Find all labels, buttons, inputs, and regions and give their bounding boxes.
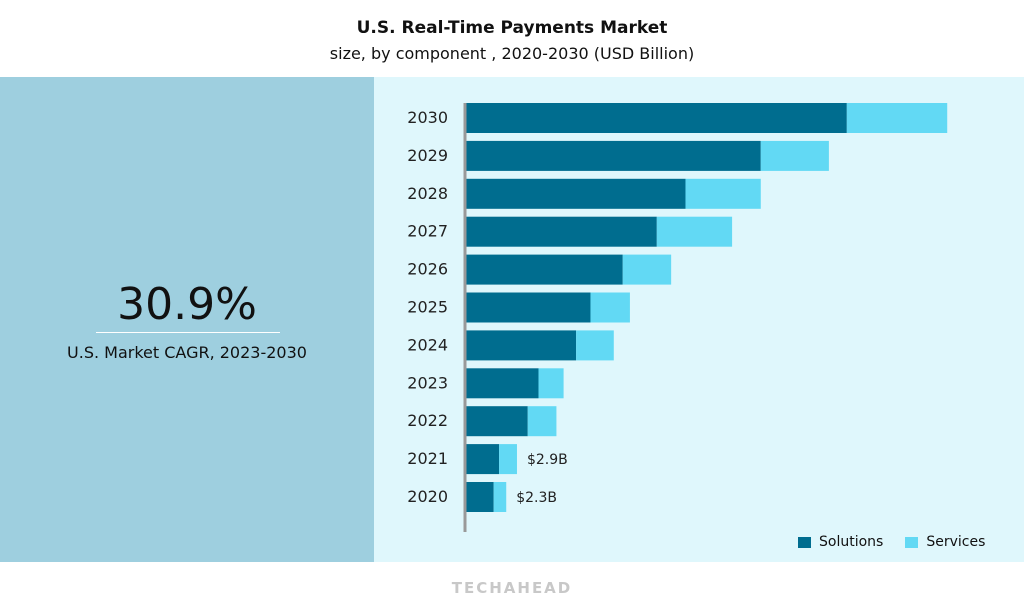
data-label: $2.9B xyxy=(527,452,568,468)
bar-chart: 2030 2029 2028 2027 2026 2025 2024 2023 2022 2021… xyxy=(407,103,948,532)
bar-solutions-2024 xyxy=(465,330,577,361)
y-tick-label: 2029 xyxy=(407,146,448,165)
bar-solutions-2022 xyxy=(465,406,528,437)
bar-services-2030 xyxy=(846,103,948,133)
legend-solutions: Solutions xyxy=(798,534,883,550)
y-tick-label: 2024 xyxy=(407,335,448,354)
y-tick-label: 2030 xyxy=(407,108,448,127)
y-tick-label: 2028 xyxy=(407,184,448,203)
y-tick-label: 2027 xyxy=(407,222,448,241)
cagr-panel: 30.9% U.S. Market CAGR, 2023-2030 xyxy=(0,77,374,562)
bar-services-2027 xyxy=(656,216,733,247)
chart-title: U.S. Real-Time Payments Market xyxy=(356,18,668,38)
bar-services-2021 xyxy=(499,444,517,475)
bar-solutions-2023 xyxy=(465,368,539,399)
bar-services-2025 xyxy=(590,292,630,323)
bar-services-2029 xyxy=(760,140,829,171)
legend-label: Solutions xyxy=(819,534,884,550)
bar-solutions-2026 xyxy=(465,254,623,285)
bar-services-2026 xyxy=(622,254,672,285)
bar-services-2024 xyxy=(576,330,614,361)
legend-services: Services xyxy=(905,534,985,550)
bar-solutions-2027 xyxy=(465,216,657,247)
y-tick-label: 2023 xyxy=(407,373,448,392)
chart-panel: 2030 2029 2028 2027 2026 2025 2024 2023 2022 2021… xyxy=(374,77,1024,562)
y-tick-label: 2020 xyxy=(407,487,448,506)
y-tick-label: 2026 xyxy=(407,260,448,279)
legend-label: Services xyxy=(926,534,986,550)
legend: Solutions Services xyxy=(798,534,985,550)
bar-solutions-2021 xyxy=(465,444,500,475)
legend-swatch xyxy=(798,536,811,548)
y-tick-label: 2025 xyxy=(407,298,448,317)
bar-services-2022 xyxy=(527,406,557,437)
bar-solutions-2025 xyxy=(465,292,591,323)
data-label: $2.3B xyxy=(516,490,557,506)
cagr-value: 30.9% xyxy=(117,279,257,330)
y-tick-label: 2022 xyxy=(407,411,448,430)
bar-solutions-2020 xyxy=(465,482,494,512)
techahead-logo: TECHAHEAD xyxy=(451,579,573,597)
bar-services-2028 xyxy=(685,178,761,209)
cagr-label: U.S. Market CAGR, 2023-2030 xyxy=(67,343,307,362)
bar-services-2020 xyxy=(493,482,507,512)
legend-swatch xyxy=(905,536,919,548)
bar-solutions-2030 xyxy=(465,103,847,133)
y-tick-label: 2021 xyxy=(407,449,448,468)
bar-solutions-2029 xyxy=(465,140,761,171)
chart-subtitle: size, by component , 2020-2030 (USD Bill… xyxy=(329,44,695,63)
divider xyxy=(96,332,280,333)
bar-solutions-2028 xyxy=(465,178,686,209)
bar-services-2023 xyxy=(538,368,564,399)
